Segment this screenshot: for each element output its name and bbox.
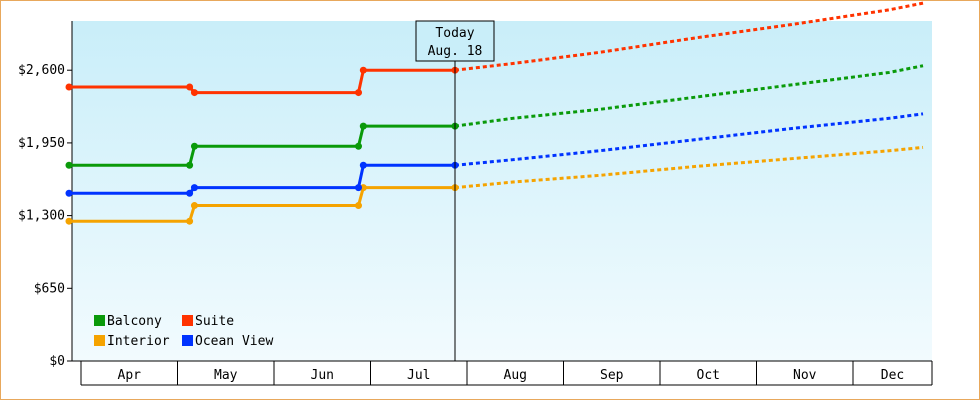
- series-line: [69, 124, 455, 167]
- legend-label: Balcony: [107, 314, 162, 329]
- plot-area: [72, 21, 932, 361]
- data-point: [65, 161, 73, 169]
- month-label: Aug: [504, 368, 527, 383]
- data-point: [186, 83, 194, 91]
- today-box: [415, 20, 495, 62]
- series-balcony: [65, 64, 924, 169]
- legend: Balcony Suite Interior Ocean View: [94, 314, 273, 349]
- legend-label: Interior: [107, 334, 170, 349]
- month-label: Oct: [697, 368, 720, 383]
- data-point: [355, 202, 362, 210]
- forecast-line: [454, 1, 924, 72]
- data-point: [65, 83, 73, 91]
- month-label: Nov: [793, 368, 817, 383]
- legend-swatch: [182, 315, 193, 326]
- y-tick-label: $1,300: [18, 209, 65, 224]
- data-point: [190, 202, 198, 210]
- legend-swatch: [94, 315, 105, 326]
- data-point: [359, 184, 367, 192]
- legend-swatch: [182, 335, 193, 346]
- y-tick-label: $2,600: [18, 63, 65, 78]
- today-marker: Today Aug. 18: [415, 20, 495, 361]
- legend-label: Ocean View: [195, 334, 273, 349]
- data-point: [355, 89, 362, 97]
- data-point: [190, 89, 198, 97]
- y-axis-ticks: $0 $650 $1,300 $1,950 $2,600: [18, 63, 72, 369]
- month-label: Dec: [881, 368, 904, 383]
- forecast-line: [454, 112, 924, 167]
- month-label: May: [214, 368, 238, 383]
- data-point: [355, 184, 362, 192]
- series-line: [69, 68, 455, 95]
- x-axis-months: Apr May Jun Jul Aug Sep Oct Nov Dec: [80, 361, 933, 386]
- data-point: [359, 161, 367, 169]
- y-tick-label: $1,950: [18, 136, 65, 151]
- data-point: [186, 161, 194, 169]
- legend-label: Suite: [195, 314, 234, 329]
- axes: [71, 21, 932, 362]
- data-point: [359, 122, 367, 130]
- month-label: Jun: [311, 368, 334, 383]
- forecast-line: [454, 145, 924, 190]
- month-label: Apr: [118, 368, 142, 383]
- data-point: [190, 142, 198, 150]
- data-point: [186, 189, 194, 197]
- forecast-line: [454, 64, 924, 128]
- data-point: [186, 217, 194, 225]
- data-point: [355, 142, 362, 150]
- series-suite: [65, 1, 924, 97]
- series-ocean-view: [65, 112, 924, 197]
- y-tick-label: $0: [49, 354, 65, 369]
- series-line: [69, 186, 455, 223]
- data-point: [359, 66, 367, 74]
- series-group: [65, 1, 924, 225]
- data-point: [190, 184, 198, 192]
- month-label: Sep: [600, 368, 624, 383]
- series-line: [69, 163, 455, 195]
- today-label: Today: [435, 26, 474, 41]
- legend-swatch: [94, 335, 105, 346]
- data-point: [65, 189, 73, 197]
- data-point: [65, 217, 73, 225]
- today-date: Aug. 18: [428, 44, 483, 59]
- month-label: Jul: [407, 368, 430, 383]
- y-tick-label: $650: [34, 281, 65, 296]
